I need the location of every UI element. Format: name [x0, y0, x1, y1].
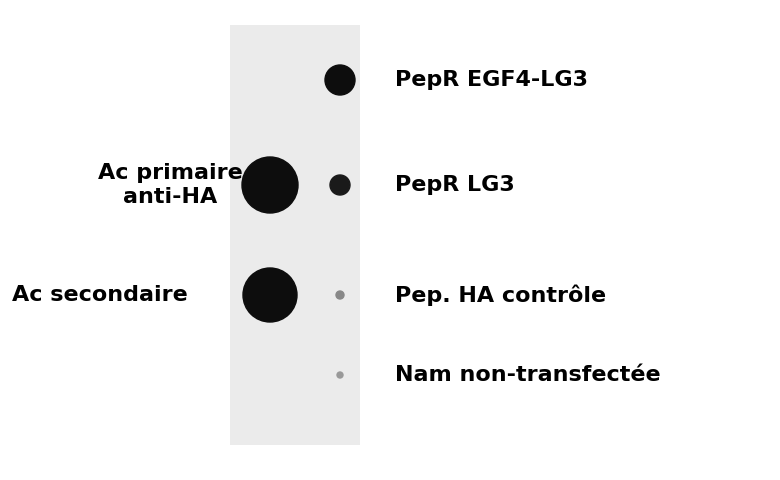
- Text: Nam non-transfectée: Nam non-transfectée: [395, 365, 661, 385]
- Circle shape: [330, 175, 350, 195]
- Bar: [230, 25, 360, 445]
- Text: PepR EGF4-LG3: PepR EGF4-LG3: [395, 70, 588, 90]
- Text: Pep. HA contrôle: Pep. HA contrôle: [395, 284, 606, 306]
- Text: Ac secondaire: Ac secondaire: [12, 285, 188, 305]
- Text: PepR LG3: PepR LG3: [395, 175, 515, 195]
- Circle shape: [242, 157, 298, 213]
- Text: Ac primaire
anti-HA: Ac primaire anti-HA: [98, 163, 243, 206]
- Circle shape: [243, 268, 297, 322]
- Circle shape: [336, 291, 344, 299]
- Circle shape: [337, 372, 343, 378]
- Circle shape: [325, 65, 355, 95]
